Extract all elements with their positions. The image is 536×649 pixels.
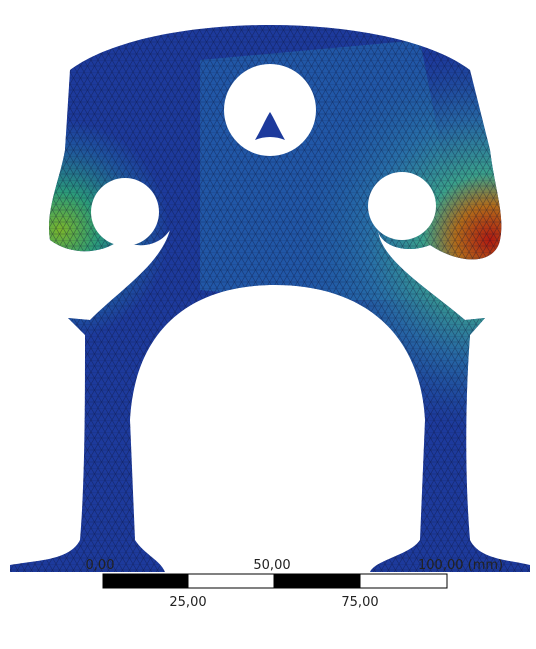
center-nub [255, 112, 285, 140]
scale-label: 25,00 [169, 595, 206, 610]
scale-label: 0,00 [86, 558, 115, 573]
scale-label: 75,00 [341, 595, 378, 610]
scale-label: 50,00 [253, 558, 290, 573]
scale-label: 100,00 (mm) [418, 558, 503, 573]
scale-bar: 0,00 50,00 100,00 (mm) 25,00 75,00 [86, 558, 504, 610]
holes [91, 64, 436, 246]
